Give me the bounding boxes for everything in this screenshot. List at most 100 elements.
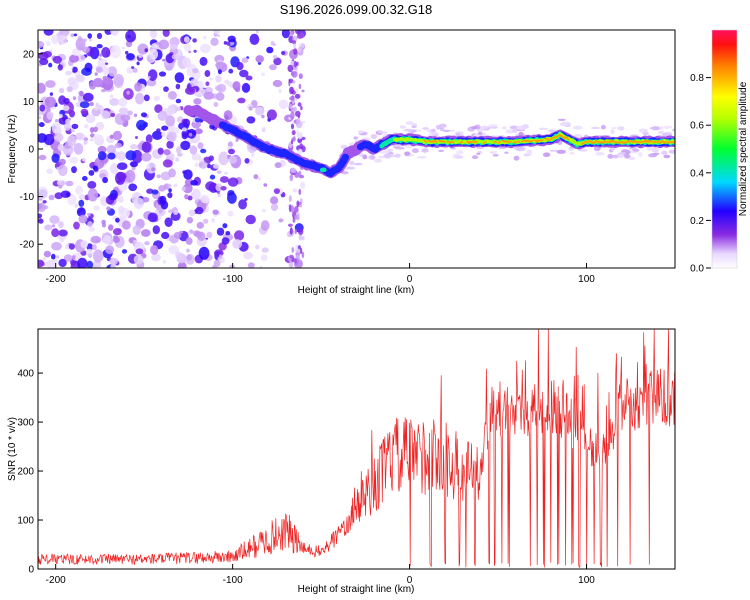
heatmap-noise-cell	[110, 113, 116, 117]
heatmap-noise-cell	[291, 247, 295, 253]
heatmap-noise-cell	[42, 257, 47, 261]
heatmap-noise-cell	[226, 41, 231, 46]
heatmap-noise-cell	[181, 186, 186, 192]
heatmap-noise-cell	[38, 186, 49, 199]
heatmap-noise-cell	[186, 254, 192, 261]
heatmap-noise-cell	[69, 54, 79, 63]
heatmap-noise-cell	[56, 255, 60, 259]
heatmap-noise-cell	[278, 218, 284, 223]
heatmap-noise-cell	[209, 124, 215, 130]
heatmap-noise-cell	[120, 114, 131, 122]
heatmap-noise-cell	[182, 170, 187, 175]
heatmap-noise-cell	[153, 96, 160, 101]
heatmap-noise-cell	[45, 96, 56, 108]
y-tick-label: -20	[20, 240, 35, 251]
heatmap-noise-cell	[197, 231, 206, 241]
heatmap-noise-cell	[38, 116, 42, 120]
heatmap-halo-cell	[618, 152, 627, 155]
heatmap-halo-cell	[353, 136, 358, 140]
heatmap-halo-cell	[412, 123, 417, 127]
heatmap-halo-cell	[454, 155, 464, 159]
heatmap-noise-cell	[92, 134, 104, 144]
heatmap-halo-cell	[378, 150, 389, 154]
heatmap-noise-cell	[91, 107, 101, 117]
heatmap-noise-cell	[216, 83, 227, 93]
heatmap-noise-cell	[77, 210, 81, 214]
heatmap-halo-cell	[509, 125, 519, 130]
heatmap-noise-cell	[223, 110, 233, 121]
heatmap-noise-cell	[289, 96, 295, 101]
heatmap-noise-cell	[65, 180, 74, 187]
y-tick-label: 0	[28, 565, 34, 576]
heatmap-noise-cell	[162, 58, 166, 62]
heatmap-noise-cell	[121, 46, 126, 50]
snr-x-ticks: -200 -100 0 100	[46, 564, 595, 586]
heatmap-noise-cell	[289, 60, 295, 66]
heatmap-noise-cell	[121, 249, 128, 254]
heatmap-noise-cell	[57, 34, 68, 45]
heatmap-noise-cell	[68, 243, 75, 250]
y-tick-label: -10	[20, 192, 35, 203]
heatmap-halo-cell	[513, 155, 520, 161]
heatmap-halo-cell	[353, 162, 363, 166]
heatmap-noise-cell	[91, 244, 97, 251]
heatmap-noise-cell	[253, 174, 259, 180]
heatmap-halo-cell	[578, 149, 588, 152]
heatmap-noise-cell	[70, 129, 75, 133]
heatmap-noise-cell	[67, 77, 77, 86]
y-tick-label: 200	[17, 467, 34, 478]
heatmap-noise-cell	[287, 64, 294, 73]
heatmap-noise-cell	[141, 229, 151, 237]
heatmap-noise-cell	[166, 140, 174, 149]
heatmap-noise-cell	[117, 151, 126, 162]
heatmap-noise-cell	[290, 123, 295, 130]
ridge-segment	[523, 139, 527, 142]
heatmap-noise-cell	[289, 31, 294, 37]
colorbar: 0.0 0.2 0.4 0.6 0.8 Normalized spectral ampl…	[690, 29, 749, 275]
heatmap-halo-cell	[663, 125, 671, 130]
ridge-segment	[588, 140, 593, 143]
heatmap-halo-cell	[412, 148, 419, 154]
heatmap-noise-cell	[301, 120, 306, 124]
heatmap-halo-cell	[340, 171, 349, 175]
y-tick-label: 0	[28, 145, 34, 156]
heatmap-noise-cell	[65, 118, 71, 125]
heatmap-noise-cell	[66, 86, 73, 93]
heatmap-noise-cell	[177, 152, 183, 157]
heatmap-halo-cell	[612, 154, 619, 159]
heatmap-noise-cell	[60, 190, 71, 198]
heatmap-noise-cell	[297, 148, 303, 154]
heatmap-noise-cell	[71, 123, 79, 130]
heatmap-noise-cell	[193, 49, 197, 53]
heatmap-noise-cell	[288, 260, 294, 268]
heatmap-halo-cell	[395, 153, 401, 158]
heatmap-halo-cell	[518, 131, 524, 137]
heatmap-noise-cell	[289, 174, 294, 182]
heatmap-halo-cell	[658, 130, 665, 135]
heatmap-noise-cell	[162, 260, 166, 264]
heatmap-noise-cell	[194, 162, 199, 168]
x-tick-label: -200	[46, 274, 66, 285]
heatmap-noise-cell	[232, 81, 241, 91]
heatmap-noise-cell	[203, 218, 209, 224]
heatmap-noise-cell	[183, 36, 190, 43]
heatmap-halo-cell	[661, 150, 668, 155]
heatmap-noise-cell	[191, 230, 195, 234]
heatmap-noise-cell	[290, 111, 295, 120]
heatmap-noise-cell	[200, 148, 207, 154]
heatmap-noise-cell	[255, 244, 260, 250]
heatmap-noise-cell	[167, 131, 177, 142]
heatmap-noise-cell	[185, 237, 193, 245]
y-tick-label: 20	[23, 49, 35, 60]
heatmap-noise-cell	[74, 203, 78, 208]
heatmap-noise-cell	[278, 88, 282, 94]
heatmap-noise-cell	[114, 142, 122, 149]
heatmap-noise-cell	[165, 115, 176, 127]
heatmap-noise-cell	[109, 94, 114, 99]
heatmap-noise-cell	[205, 181, 216, 191]
heatmap-noise-cell	[125, 30, 136, 43]
heatmap-noise-cell	[152, 130, 163, 140]
heatmap-noise-cell	[55, 119, 59, 123]
heatmap-noise-cell	[293, 106, 297, 112]
